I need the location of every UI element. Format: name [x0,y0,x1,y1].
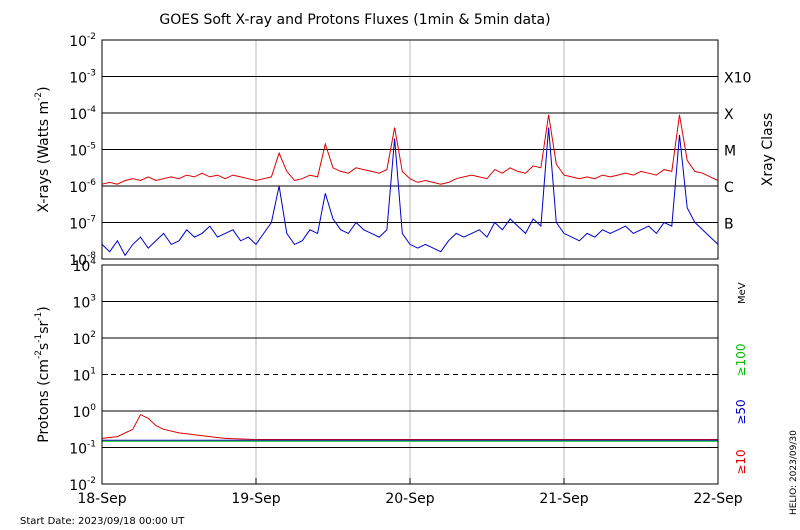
x-tick-label: 19-Sep [231,491,280,507]
x-tick-label: 21-Sep [539,491,588,507]
y-tick-label: 101 [72,367,96,385]
xray-series-1 [101,127,719,257]
protons-ylabel: Protons (cm-2s-1sr-1) [34,306,52,442]
protons-series-0 [101,413,718,440]
x-tick-label: 22-Sep [693,491,742,507]
y-tick-label: 10-5 [69,142,96,160]
proton-energy-label: ≥10 [734,449,748,474]
xray-class-label: C [724,180,734,196]
y-tick-label: 10-3 [69,69,96,87]
xray-series-0 [101,114,719,185]
xray-ylabel: X-rays (Watts m-2) [34,86,52,212]
y-tick-label: 10-2 [69,476,96,494]
y-tick-label: 10-6 [69,178,96,196]
y-tick-label: 10-2 [69,32,96,50]
x-tick-label: 18-Sep [77,491,126,507]
y-tick-label: 10-7 [69,215,96,233]
y-tick-label: 104 [72,257,96,275]
start-date-label: Start Date: 2023/09/18 00:00 UT [20,516,185,527]
proton-energy-label: ≥100 [734,344,748,377]
side-stamp: HELIO: 2023/09/30 [789,430,799,515]
xray-panel: 10-2 10-3 10-4 10-5 10-6 10-7 10-8 X-rays (Watt… [34,32,776,269]
proton-energy-unit: MeV [737,282,748,304]
y-tick-label: 102 [72,330,96,348]
xray-class-title: Xray Class [760,113,776,187]
xray-class-label: B [724,217,734,233]
y-tick-label: 10-8 [69,251,96,269]
chart-title: GOES Soft X-ray and Protons Fluxes (1min… [159,12,550,28]
y-tick-label: 103 [72,294,96,312]
xray-class-label: X10 [724,71,751,87]
x-axis: 18-Sep 19-Sep 20-Sep 21-Sep 22-Sep [77,478,743,507]
y-tick-label: 100 [72,403,96,421]
proton-panel: 104 103 102 101 100 10-1 10-2 Protons (cm-2s-1s… [34,257,748,494]
y-tick-label: 10-4 [69,105,96,123]
xray-class-label: M [724,144,736,160]
x-tick-label: 20-Sep [385,491,434,507]
proton-energy-label: ≥50 [734,399,748,424]
y-tick-label: 10-1 [69,440,96,458]
xray-class-label: X [724,107,734,123]
